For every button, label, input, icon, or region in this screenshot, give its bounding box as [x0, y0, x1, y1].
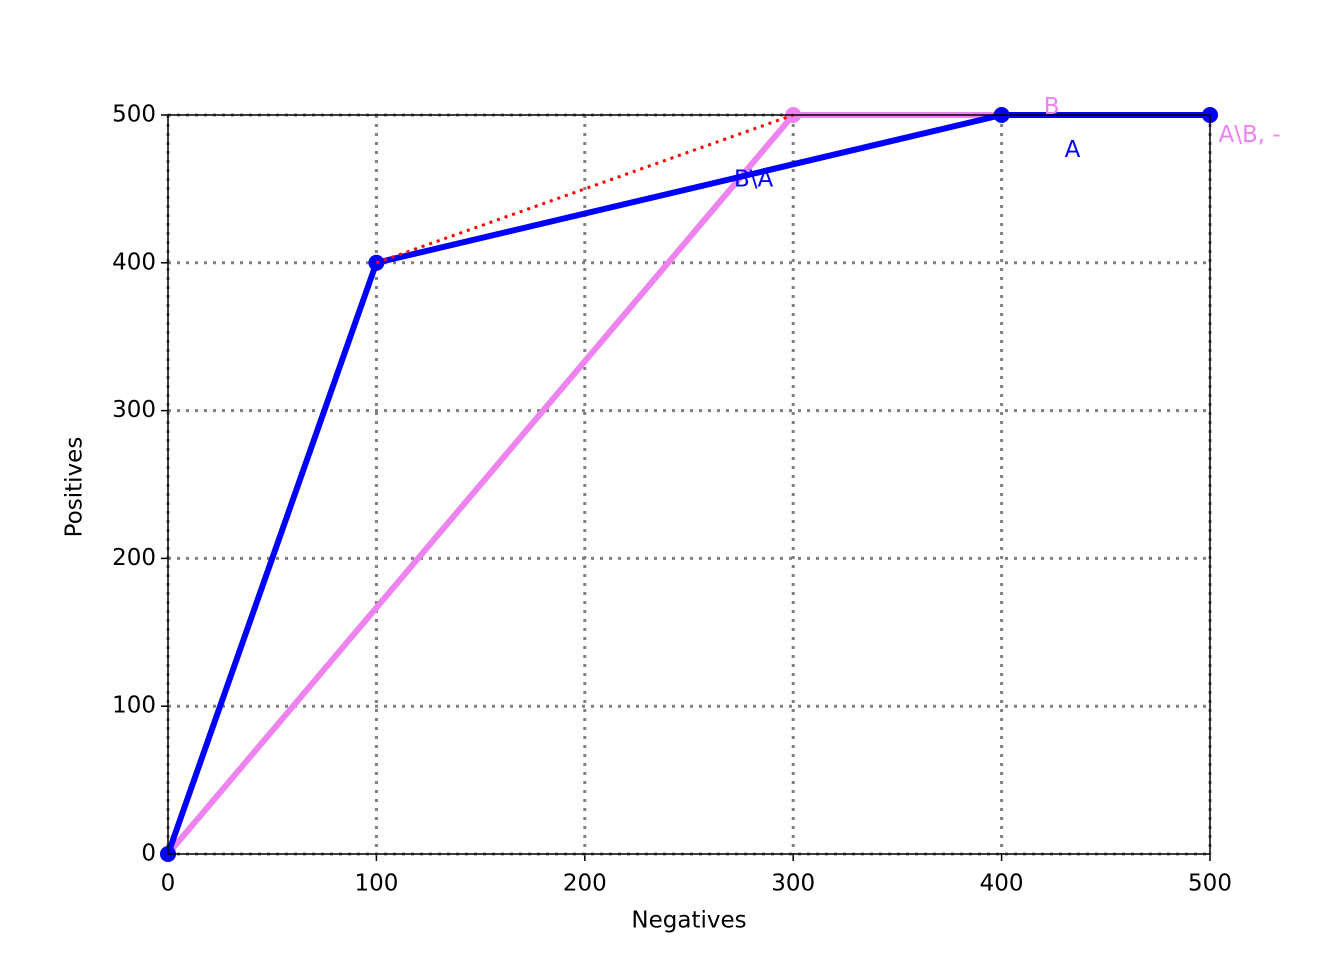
series-line [375, 113, 794, 265]
y-tick-label: 500 [112, 102, 156, 128]
x-tick-label: 200 [563, 871, 607, 897]
series-line [165, 112, 1210, 855]
annotation: B\A [734, 167, 774, 193]
y-tick-label: 100 [112, 693, 156, 719]
annotation: A\B, - [1219, 122, 1281, 148]
y-tick-label: 200 [112, 545, 156, 571]
x-tick-label: 400 [980, 871, 1024, 897]
annotation: A [1065, 137, 1081, 163]
x-tick-label: 300 [771, 871, 815, 897]
x-tick-label: 0 [161, 871, 176, 897]
x-axis-label: Negatives [631, 908, 746, 934]
y-axis-label: Positives [62, 437, 88, 538]
x-tick-label: 500 [1188, 871, 1232, 897]
plot-frame [167, 114, 1211, 855]
y-tick-label: 0 [141, 841, 156, 867]
x-tick-label: 100 [354, 871, 398, 897]
annotation: B [1044, 94, 1060, 120]
series-line [165, 112, 1210, 856]
y-tick-label: 300 [112, 397, 156, 423]
y-tick-label: 400 [112, 249, 156, 275]
